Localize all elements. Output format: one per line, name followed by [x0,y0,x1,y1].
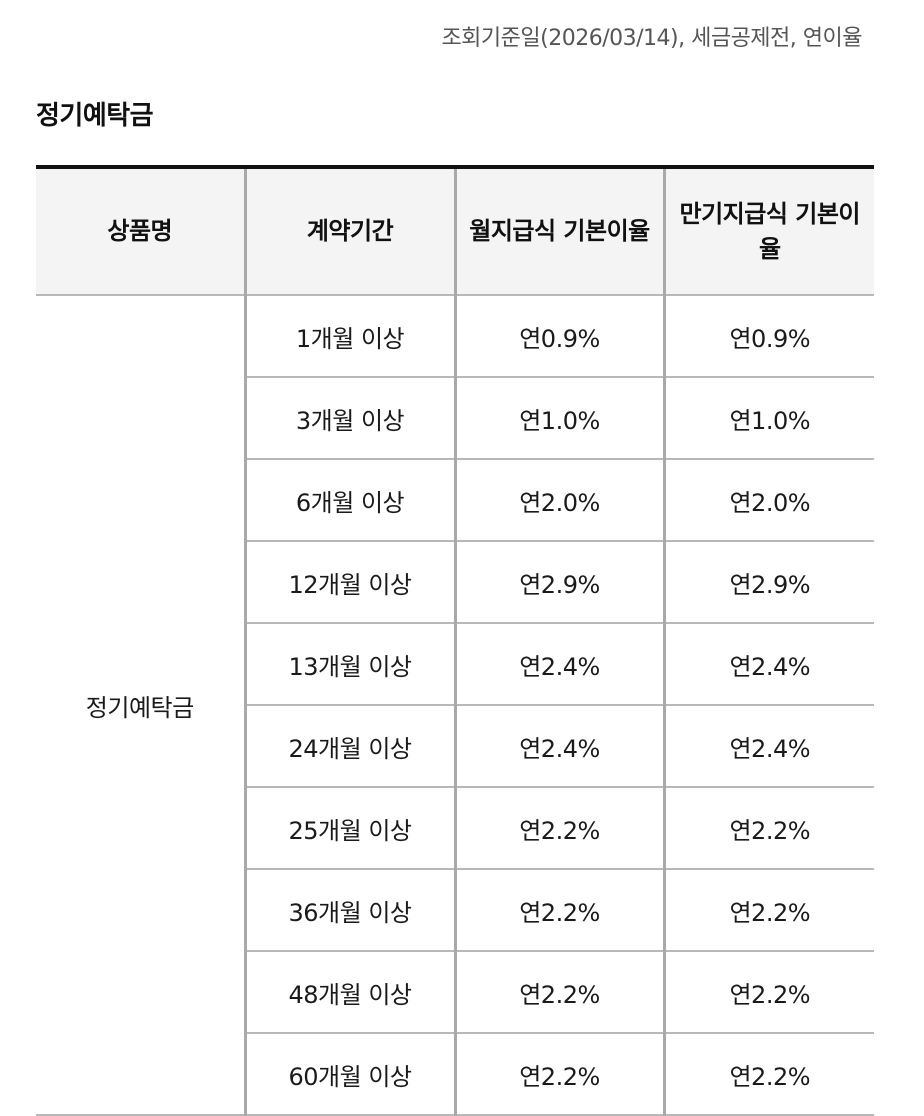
monthly-rate-cell: 연2.2% [453,787,664,870]
table-row: 6개월 이상 연2.0% 연2.0% [36,459,874,542]
term-cell: 1개월 이상 [245,295,455,378]
maturity-rate-cell: 연2.2% [662,787,874,870]
header-maturity-rate: 만기지급식 기본이율 [662,167,874,296]
header-monthly-rate: 월지급식 기본이율 [453,167,664,296]
monthly-rate-cell: 연2.9% [453,541,664,624]
table-row: 3개월 이상 연1.0% 연1.0% [36,377,874,460]
table-row: 36개월 이상 연2.2% 연2.2% [36,869,874,952]
maturity-rate-cell: 연2.0% [662,459,874,542]
monthly-rate-cell: 연2.2% [453,869,664,952]
maturity-rate-cell: 연2.4% [662,623,874,706]
term-cell: 36개월 이상 [245,869,455,952]
table-header-row: 상품명 계약기간 월지급식 기본이율 만기지급식 기본이율 [36,167,874,296]
monthly-rate-cell: 연2.4% [453,705,664,788]
table-row: 25개월 이상 연2.2% 연2.2% [36,787,874,870]
maturity-rate-cell: 연2.2% [662,869,874,952]
monthly-rate-cell: 연2.2% [453,1033,664,1116]
term-cell: 3개월 이상 [245,377,455,460]
monthly-rate-cell: 연2.2% [453,951,664,1034]
table-row: 48개월 이상 연2.2% 연2.2% [36,951,874,1034]
maturity-rate-cell: 연2.2% [662,1033,874,1116]
term-cell: 24개월 이상 [245,705,455,788]
maturity-rate-cell: 연1.0% [662,377,874,460]
header-contract-term: 계약기간 [243,167,455,296]
query-basis-note: 조회기준일(2026/03/14), 세금공제전, 연이율 [441,26,862,51]
term-cell: 48개월 이상 [245,951,455,1034]
term-cell: 13개월 이상 [245,623,455,706]
table-row: 정기예탁금 1개월 이상 연0.9% 연0.9% [36,295,874,1116]
maturity-rate-cell: 연2.4% [662,705,874,788]
term-cell: 60개월 이상 [245,1033,455,1116]
deposit-rate-table: 상품명 계약기간 월지급식 기본이율 만기지급식 기본이율 정기예탁금 1개월 … [36,165,874,1116]
table-row: 13개월 이상 연2.4% 연2.4% [36,623,874,706]
term-cell: 25개월 이상 [245,787,455,870]
product-name-cell: 정기예탁금 [36,295,247,1116]
header-product-name: 상품명 [36,167,245,296]
table-row: 24개월 이상 연2.4% 연2.4% [36,705,874,788]
monthly-rate-cell: 연2.0% [453,459,664,542]
maturity-rate-cell: 연0.9% [662,295,874,378]
term-cell: 6개월 이상 [245,459,455,542]
monthly-rate-cell: 연2.4% [453,623,664,706]
term-cell: 12개월 이상 [245,541,455,624]
table-row: 12개월 이상 연2.9% 연2.9% [36,541,874,624]
maturity-rate-cell: 연2.2% [662,951,874,1034]
maturity-rate-cell: 연2.9% [662,541,874,624]
monthly-rate-cell: 연1.0% [453,377,664,460]
section-title: 정기예탁금 [36,101,154,131]
monthly-rate-cell: 연0.9% [453,295,664,378]
